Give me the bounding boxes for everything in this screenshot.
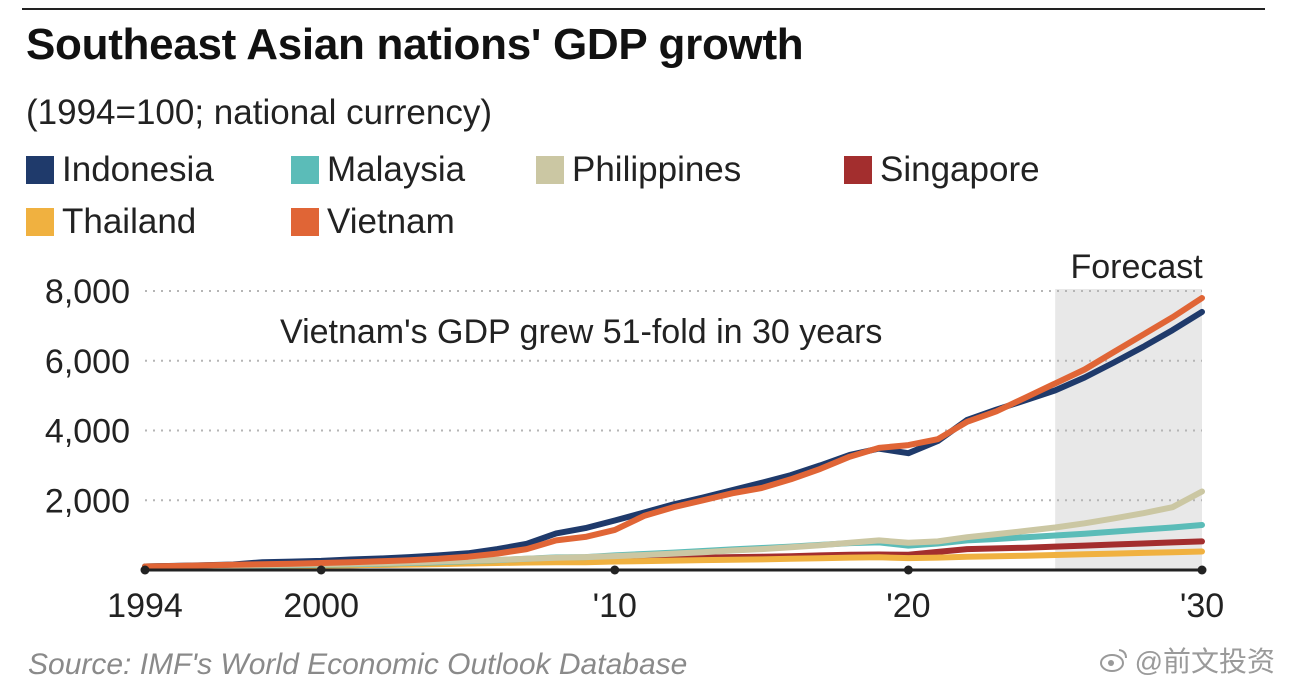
chart-annotation: Vietnam's GDP grew 51-fold in 30 years <box>280 313 882 351</box>
y-tick-label: 4,000 <box>45 413 130 451</box>
legend-item-indonesia: Indonesia <box>26 150 214 190</box>
x-tick-mark <box>610 565 620 575</box>
x-tick-label: 1994 <box>107 587 183 625</box>
chart-legend: Indonesia Malaysia Philippines Singapore… <box>26 150 1266 250</box>
chart-subtitle: (1994=100; national currency) <box>26 93 492 132</box>
legend-label-indonesia: Indonesia <box>62 150 214 189</box>
legend-label-singapore: Singapore <box>880 150 1040 189</box>
legend-swatch-singapore <box>844 156 872 184</box>
legend-item-vietnam: Vietnam <box>291 202 455 242</box>
series-line-vietnam <box>142 295 1205 570</box>
x-tick-mark <box>1197 565 1207 575</box>
line-chart: Forecast 2,000 4,000 6,000 8,000 Vietnam's GD… <box>45 248 1224 625</box>
legend-swatch-indonesia <box>26 156 54 184</box>
y-tick-label: 2,000 <box>45 482 130 520</box>
forecast-label: Forecast <box>1070 248 1203 286</box>
x-tick-label: '20 <box>886 587 930 625</box>
legend-label-vietnam: Vietnam <box>327 202 455 241</box>
legend-item-malaysia: Malaysia <box>291 150 465 190</box>
x-tick-label: '10 <box>593 587 637 625</box>
y-tick-label: 6,000 <box>45 343 130 381</box>
top-rule <box>22 8 1265 10</box>
chart-title: Southeast Asian nations' GDP growth <box>26 20 804 69</box>
legend-label-malaysia: Malaysia <box>327 150 466 189</box>
x-tick-mark <box>140 565 150 575</box>
legend-swatch-vietnam <box>291 208 319 236</box>
x-tick-label: '30 <box>1180 587 1224 625</box>
weibo-icon <box>1099 649 1127 672</box>
legend-item-singapore: Singapore <box>844 150 1040 190</box>
watermark-text: @前文投资 <box>1134 646 1275 677</box>
legend-label-philippines: Philippines <box>572 150 742 189</box>
legend-item-philippines: Philippines <box>536 150 741 190</box>
x-tick-mark <box>316 565 326 575</box>
y-tick-label: 8,000 <box>45 273 130 311</box>
legend-swatch-malaysia <box>291 156 319 184</box>
watermark: @前文投资 <box>1099 640 1275 680</box>
legend-swatch-philippines <box>536 156 564 184</box>
x-tick-label: 2000 <box>283 587 359 625</box>
legend-label-thailand: Thailand <box>62 202 197 241</box>
legend-swatch-thailand <box>26 208 54 236</box>
x-tick-mark <box>903 565 913 575</box>
source-note: Source: IMF's World Economic Outlook Dat… <box>28 648 688 681</box>
legend-item-thailand: Thailand <box>26 202 196 242</box>
